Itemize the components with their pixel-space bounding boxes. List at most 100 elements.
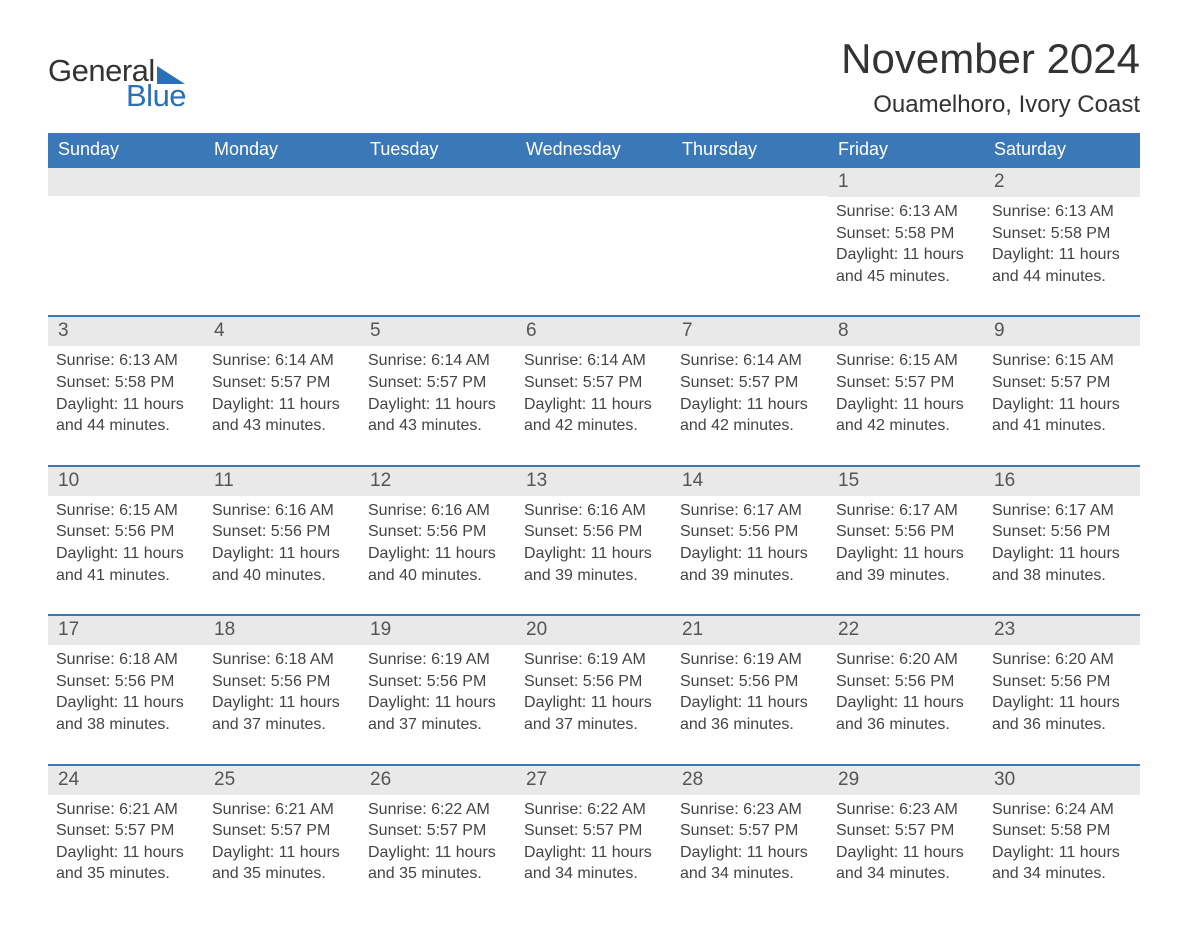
sunrise-text: Sunrise: 6:14 AM <box>368 350 508 372</box>
day-number: 22 <box>838 619 859 640</box>
dl1-text: Daylight: 11 hours <box>992 244 1132 266</box>
calendar-cell: 16Sunrise: 6:17 AMSunset: 5:56 PMDayligh… <box>984 467 1140 594</box>
dl2-text: and 36 minutes. <box>836 714 976 736</box>
sunrise-text: Sunrise: 6:20 AM <box>836 649 976 671</box>
calendar-cell: 24Sunrise: 6:21 AMSunset: 5:57 PMDayligh… <box>48 766 204 893</box>
day-number-bar: 7 <box>672 317 828 346</box>
dl2-text: and 41 minutes. <box>992 415 1132 437</box>
dl2-text: and 34 minutes. <box>680 863 820 885</box>
sunset-text: Sunset: 5:56 PM <box>836 671 976 693</box>
sunset-text: Sunset: 5:57 PM <box>524 372 664 394</box>
dl1-text: Daylight: 11 hours <box>368 692 508 714</box>
day-number: 6 <box>526 320 537 341</box>
calendar-cell: 28Sunrise: 6:23 AMSunset: 5:57 PMDayligh… <box>672 766 828 893</box>
day-number: 8 <box>838 320 849 341</box>
day-number: 16 <box>994 470 1015 491</box>
sunrise-text: Sunrise: 6:22 AM <box>524 799 664 821</box>
dl2-text: and 44 minutes. <box>56 415 196 437</box>
day-number: 11 <box>214 470 234 491</box>
sunrise-text: Sunrise: 6:18 AM <box>56 649 196 671</box>
dl2-text: and 43 minutes. <box>212 415 352 437</box>
day-number-bar: 11 <box>204 467 360 496</box>
calendar-week: 1Sunrise: 6:13 AMSunset: 5:58 PMDaylight… <box>48 168 1140 295</box>
dl1-text: Daylight: 11 hours <box>524 543 664 565</box>
day-number-bar: 1 <box>828 168 984 197</box>
calendar-cell: 20 Sunrise: 6:19 AMSunset: 5:56 PMDayligh… <box>516 616 672 743</box>
dl1-text: Daylight: 11 hours <box>680 394 820 416</box>
calendar-cell-empty <box>48 168 204 295</box>
calendar-cell: 15Sunrise: 6:17 AMSunset: 5:56 PMDayligh… <box>828 467 984 594</box>
page-header: General Blue November 2024 Ouamelhoro, I… <box>48 35 1140 119</box>
dl2-text: and 41 minutes. <box>56 565 196 587</box>
calendar-cell-empty <box>204 168 360 295</box>
dl1-text: Daylight: 11 hours <box>524 394 664 416</box>
day-number-bar: 12 <box>360 467 516 496</box>
sunrise-text: Sunrise: 6:16 AM <box>212 500 352 522</box>
sunrise-text: Sunrise: 6:15 AM <box>992 350 1132 372</box>
day-number-bar <box>48 168 204 196</box>
dl2-text: and 42 minutes. <box>680 415 820 437</box>
day-number-bar: 19 <box>360 616 516 645</box>
dl2-text: and 37 minutes. <box>368 714 508 736</box>
logo-word2: Blue <box>126 80 186 111</box>
sunrise-text: Sunrise: 6:13 AM <box>56 350 196 372</box>
day-number-bar: 5 <box>360 317 516 346</box>
dl2-text: and 45 minutes. <box>836 266 976 288</box>
day-number: 17 <box>58 619 79 640</box>
day-number: 24 <box>58 769 79 790</box>
dl2-text: and 37 minutes. <box>524 714 664 736</box>
calendar-cell: 8Sunrise: 6:15 AMSunset: 5:57 PMDaylight… <box>828 317 984 444</box>
day-number-bar: 6 <box>516 317 672 346</box>
calendar-cell: 18Sunrise: 6:18 AMSunset: 5:56 PMDayligh… <box>204 616 360 743</box>
day-number-bar: 4 <box>204 317 360 346</box>
sunset-text: Sunset: 5:57 PM <box>836 820 976 842</box>
sunset-text: Sunset: 5:56 PM <box>680 671 820 693</box>
day-number-bar: 21 <box>672 616 828 645</box>
dl2-text: and 44 minutes. <box>992 266 1132 288</box>
sunrise-text: Sunrise: 6:17 AM <box>836 500 976 522</box>
sunset-text: Sunset: 5:57 PM <box>680 820 820 842</box>
calendar-cell: 9Sunrise: 6:15 AMSunset: 5:57 PMDaylight… <box>984 317 1140 444</box>
dl1-text: Daylight: 11 hours <box>368 394 508 416</box>
day-of-week-label: Tuesday <box>360 133 516 168</box>
dl1-text: Daylight: 11 hours <box>524 842 664 864</box>
day-number-bar: 15 <box>828 467 984 496</box>
sunrise-text: Sunrise: 6:19 AM <box>524 649 664 671</box>
sunrise-text: Sunrise: 6:15 AM <box>836 350 976 372</box>
dl2-text: and 34 minutes. <box>836 863 976 885</box>
logo: General Blue <box>48 35 186 111</box>
day-number-bar: 2 <box>984 168 1140 197</box>
day-number-bar <box>360 168 516 196</box>
dl1-text: Daylight: 11 hours <box>992 692 1132 714</box>
sunrise-text: Sunrise: 6:24 AM <box>992 799 1132 821</box>
dl2-text: and 39 minutes. <box>680 565 820 587</box>
sunrise-text: Sunrise: 6:23 AM <box>680 799 820 821</box>
sunrise-text: Sunrise: 6:21 AM <box>212 799 352 821</box>
dl1-text: Daylight: 11 hours <box>212 842 352 864</box>
day-number: 25 <box>214 769 235 790</box>
calendar-cell: 25Sunrise: 6:21 AMSunset: 5:57 PMDayligh… <box>204 766 360 893</box>
sunrise-text: Sunrise: 6:14 AM <box>680 350 820 372</box>
dl1-text: Daylight: 11 hours <box>524 692 664 714</box>
day-number: 28 <box>682 769 703 790</box>
dl2-text: and 34 minutes. <box>524 863 664 885</box>
sunset-text: Sunset: 5:58 PM <box>992 223 1132 245</box>
day-number-bar: 10 <box>48 467 204 496</box>
day-number-bar: 23 <box>984 616 1140 645</box>
sunset-text: Sunset: 5:57 PM <box>836 372 976 394</box>
day-number-bar: 17 <box>48 616 204 645</box>
sunrise-text: Sunrise: 6:21 AM <box>56 799 196 821</box>
sunset-text: Sunset: 5:56 PM <box>524 671 664 693</box>
sunset-text: Sunset: 5:58 PM <box>836 223 976 245</box>
calendar-cell: 2Sunrise: 6:13 AMSunset: 5:58 PMDaylight… <box>984 168 1140 295</box>
calendar-week: 10Sunrise: 6:15 AMSunset: 5:56 PMDayligh… <box>48 465 1140 594</box>
sunrise-text: Sunrise: 6:17 AM <box>680 500 820 522</box>
day-number-bar: 20 <box>516 616 672 645</box>
sunrise-text: Sunrise: 6:13 AM <box>836 201 976 223</box>
calendar-cell: 13Sunrise: 6:16 AMSunset: 5:56 PMDayligh… <box>516 467 672 594</box>
calendar-cell: 21Sunrise: 6:19 AMSunset: 5:56 PMDayligh… <box>672 616 828 743</box>
calendar-cell: 22Sunrise: 6:20 AMSunset: 5:56 PMDayligh… <box>828 616 984 743</box>
day-number-bar: 28 <box>672 766 828 795</box>
sunset-text: Sunset: 5:57 PM <box>680 372 820 394</box>
sunset-text: Sunset: 5:56 PM <box>680 521 820 543</box>
